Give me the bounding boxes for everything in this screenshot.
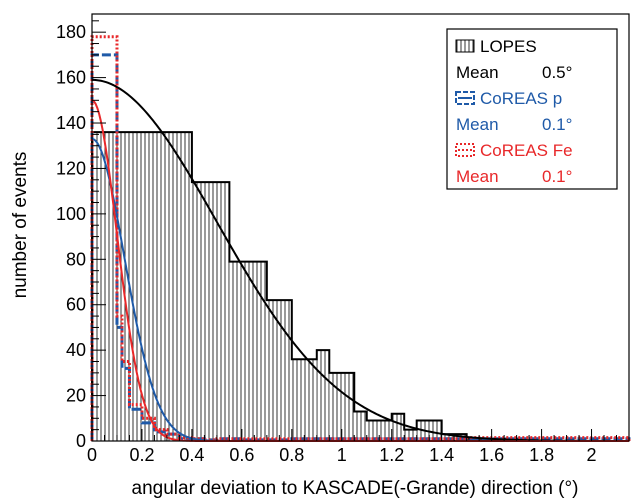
y-tick-label: 80 [66, 249, 86, 269]
legend-label-coreas-fe: CoREAS Fe [480, 141, 573, 160]
legend-entry-coreas-p: CoREAS p Mean 0.1° [455, 89, 572, 134]
x-tick-label: 0.4 [179, 445, 204, 465]
x-axis: 0 0.2 0.4 0.6 0.8 1 1.2 1.4 1.6 1.8 2 [87, 429, 630, 465]
legend-mean-value-coreas-p: 0.1° [542, 115, 572, 134]
legend-mean-label-coreas-p: Mean [456, 115, 499, 134]
bar-lopes [354, 411, 367, 441]
x-tick-label: 0.8 [279, 445, 304, 465]
legend-label-lopes: LOPES [480, 37, 537, 56]
bar-lopes [229, 261, 267, 441]
x-tick-label: 1.8 [529, 445, 554, 465]
legend-entry-coreas-fe: CoREAS Fe Mean 0.1° [455, 141, 573, 186]
y-tick-label: 120 [56, 158, 86, 178]
x-tick-label: 1.6 [479, 445, 504, 465]
bar-lopes [266, 300, 292, 441]
series-lopes [91, 131, 629, 442]
x-tick-label: 1 [337, 445, 347, 465]
bar-lopes [291, 359, 317, 441]
legend-mean-label-lopes: Mean [456, 63, 499, 82]
legend-mean-label-coreas-fe: Mean [456, 167, 499, 186]
x-tick-label: 1.4 [429, 445, 454, 465]
legend-entry-lopes: LOPES Mean 0.5° [455, 37, 572, 82]
legend-label-coreas-p: CoREAS p [480, 89, 562, 108]
bar-lopes [404, 429, 417, 441]
plot-frame [91, 13, 630, 442]
x-tick-label: 0.2 [129, 445, 154, 465]
y-tick-label: 20 [66, 386, 86, 406]
bar-lopes [366, 420, 392, 441]
legend-swatch-coreas-fe [455, 143, 475, 157]
y-axis-title: number of events [10, 152, 31, 299]
bar-lopes [316, 350, 330, 441]
bar-lopes [92, 132, 192, 441]
plot-area [90, 35, 631, 442]
histogram-outline-coreas-fe [90, 35, 631, 442]
y-tick-label: 100 [56, 204, 86, 224]
y-tick-label: 180 [56, 22, 86, 42]
series-coreas-fe [90, 35, 631, 442]
x-axis-title: angular deviation to KASCADE(-Grande) di… [132, 478, 579, 499]
y-tick-label: 140 [56, 113, 86, 133]
legend-mean-value-lopes: 0.5° [542, 63, 572, 82]
x-tick-label: 0.6 [229, 445, 254, 465]
x-tick-label: 0 [87, 445, 97, 465]
bar-lopes [391, 413, 405, 441]
legend-swatch-coreas-p [455, 91, 475, 105]
y-tick-label: 40 [66, 340, 86, 360]
legend-box [446, 28, 618, 190]
x-tick-label: 2 [587, 445, 597, 465]
legend-swatch-lopes [455, 39, 475, 53]
y-tick-label: 0 [76, 431, 86, 451]
legend-mean-value-coreas-fe: 0.1° [542, 167, 572, 186]
y-axis: 0 20 40 60 80 100 120 140 160 180 [56, 20, 106, 451]
x-tick-label: 1.2 [379, 445, 404, 465]
y-tick-label: 160 [56, 68, 86, 88]
bar-lopes [191, 182, 230, 441]
legend: LOPES Mean 0.5° CoREAS p Mean 0.1° CoREA… [446, 28, 618, 190]
y-tick-label: 60 [66, 295, 86, 315]
